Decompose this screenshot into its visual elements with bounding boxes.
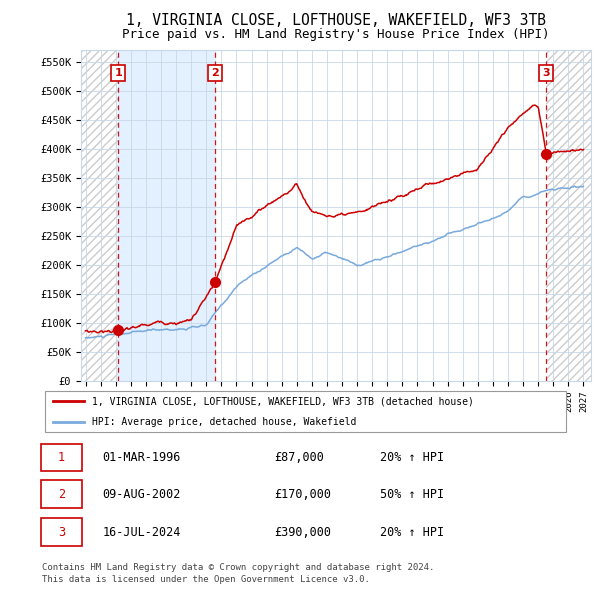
Text: 3: 3 (542, 68, 550, 78)
Text: 16-JUL-2024: 16-JUL-2024 (103, 526, 181, 539)
Bar (81, 50, 118, 381)
Text: Price paid vs. HM Land Registry's House Price Index (HPI): Price paid vs. HM Land Registry's House … (122, 28, 550, 41)
FancyBboxPatch shape (44, 391, 566, 432)
Text: 1: 1 (115, 68, 122, 78)
Text: 1: 1 (58, 451, 65, 464)
Text: 2: 2 (58, 487, 65, 501)
Text: £390,000: £390,000 (274, 526, 331, 539)
FancyBboxPatch shape (41, 444, 82, 471)
Text: 3: 3 (58, 526, 65, 539)
Text: HPI: Average price, detached house, Wakefield: HPI: Average price, detached house, Wake… (92, 417, 356, 427)
Text: 1, VIRGINIA CLOSE, LOFTHOUSE, WAKEFIELD, WF3 3TB (detached house): 1, VIRGINIA CLOSE, LOFTHOUSE, WAKEFIELD,… (92, 396, 474, 407)
Text: 20% ↑ HPI: 20% ↑ HPI (380, 451, 444, 464)
Text: 01-MAR-1996: 01-MAR-1996 (103, 451, 181, 464)
Text: £87,000: £87,000 (274, 451, 324, 464)
FancyBboxPatch shape (41, 480, 82, 508)
Text: 2: 2 (211, 68, 219, 78)
Bar (547, 50, 591, 381)
Text: 1, VIRGINIA CLOSE, LOFTHOUSE, WAKEFIELD, WF3 3TB: 1, VIRGINIA CLOSE, LOFTHOUSE, WAKEFIELD,… (126, 13, 546, 28)
Text: Contains HM Land Registry data © Crown copyright and database right 2024.
This d: Contains HM Land Registry data © Crown c… (42, 563, 434, 584)
Text: 20% ↑ HPI: 20% ↑ HPI (380, 526, 444, 539)
Text: £170,000: £170,000 (274, 487, 331, 501)
Text: 50% ↑ HPI: 50% ↑ HPI (380, 487, 444, 501)
FancyBboxPatch shape (41, 518, 82, 546)
Bar (118, 50, 215, 381)
Text: 09-AUG-2002: 09-AUG-2002 (103, 487, 181, 501)
